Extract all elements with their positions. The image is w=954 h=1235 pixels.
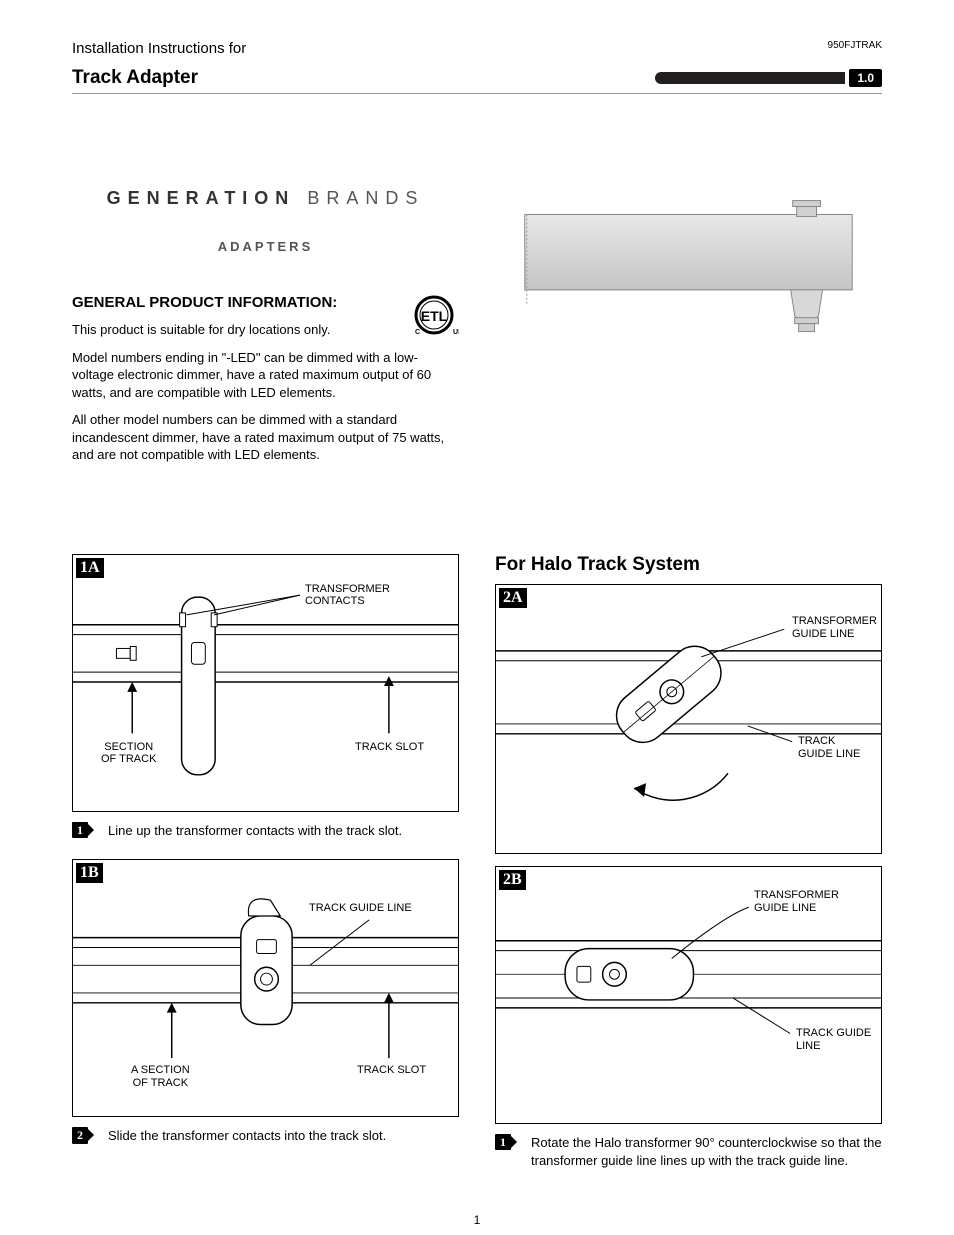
svg-text:ETL: ETL	[421, 308, 448, 324]
diagram-1a: 1A	[72, 554, 459, 812]
doc-title: Track Adapter	[72, 67, 198, 89]
etl-listed-icon: ETL C US	[409, 294, 459, 336]
product-code: 950FJTRAK	[828, 40, 882, 51]
header-pretitle: Installation Instructions for	[72, 40, 882, 57]
diagram-badge-1b: 1B	[76, 863, 103, 883]
version-wrap: 1.0	[655, 69, 882, 87]
diagram-badge-1a: 1A	[76, 558, 104, 578]
halo-step-1-row: 1 Rotate the Halo transformer 90° counte…	[495, 1134, 882, 1169]
diagram-badge-2a: 2A	[499, 588, 527, 608]
step-2-row: 2 Slide the transformer contacts into th…	[72, 1127, 459, 1145]
svg-text:C: C	[415, 329, 420, 336]
gpi-heading: GENERAL PRODUCT INFORMATION:	[72, 294, 399, 311]
gpi-p3: All other model numbers can be dimmed wi…	[72, 411, 459, 464]
title-row: Track Adapter 1.0	[72, 67, 882, 94]
right-column: For Halo Track System 2A	[495, 106, 882, 1169]
product-illustration	[495, 196, 882, 356]
diagram-2a: 2A TRANS	[495, 584, 882, 854]
halo-step-1-text: Rotate the Halo transformer 90° counterc…	[531, 1134, 882, 1169]
version-bar	[655, 72, 845, 84]
brand-word-1: GENERATION	[107, 188, 296, 208]
label-section-of-track: SECTIONOF TRACK	[101, 741, 156, 766]
brand-subtitle: ADAPTERS	[72, 239, 459, 254]
step-bullet-1: 1	[72, 822, 88, 838]
label-track-guide-line-1b: TRACK GUIDE LINE	[309, 902, 412, 915]
step-1-text: Line up the transformer contacts with th…	[108, 822, 459, 840]
gpi-p1: This product is suitable for dry locatio…	[72, 321, 399, 339]
step-bullet-2: 2	[72, 1127, 88, 1143]
diagram-1b: 1B	[72, 859, 459, 1117]
halo-section-title: For Halo Track System	[495, 554, 882, 576]
brand-word-2: BRANDS	[307, 188, 424, 208]
label-a-section-of-track: A SECTIONOF TRACK	[131, 1064, 190, 1089]
svg-text:US: US	[453, 329, 459, 336]
step-1-row: 1 Line up the transformer contacts with …	[72, 822, 459, 840]
label-track-guide-line-2a: TRACKGUIDE LINE	[798, 735, 860, 760]
step-2-text: Slide the transformer contacts into the …	[108, 1127, 459, 1145]
gpi-p2: Model numbers ending in "-LED" can be di…	[72, 349, 459, 402]
diagram-badge-2b: 2B	[499, 870, 526, 890]
label-transformer-contacts: TRANSFORMERCONTACTS	[305, 583, 390, 608]
diagram-2b: 2B TRANSFORMERGUIDE LINE TRACK GUIDELINE	[495, 866, 882, 1124]
label-track-slot-1a: TRACK SLOT	[355, 741, 424, 754]
halo-step-bullet-1: 1	[495, 1134, 511, 1150]
left-column: GENERATION BRANDS ADAPTERS GENERAL PRODU…	[72, 106, 459, 1169]
page-number: 1	[474, 1213, 481, 1227]
version-pill: 1.0	[849, 69, 882, 87]
label-transformer-guide-line-2b: TRANSFORMERGUIDE LINE	[754, 889, 839, 914]
brand-logo: GENERATION BRANDS	[72, 188, 459, 209]
label-track-slot-1b: TRACK SLOT	[357, 1064, 426, 1077]
label-transformer-guide-line-2a: TRANSFORMERGUIDE LINE	[792, 615, 877, 640]
label-track-guide-line-2b: TRACK GUIDELINE	[796, 1027, 871, 1052]
